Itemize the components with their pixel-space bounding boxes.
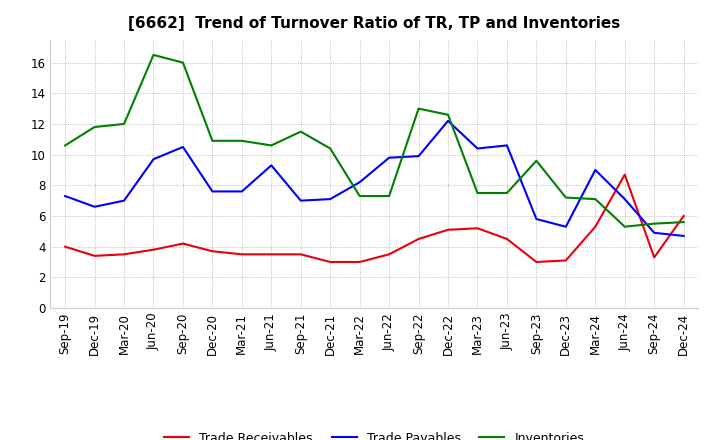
Trade Receivables [238,252,246,257]
Inventories [650,221,659,226]
Trade Payables [384,155,393,160]
Trade Receivables [384,252,393,257]
Line: Trade Receivables: Trade Receivables [65,175,684,262]
Trade Payables [414,154,423,159]
Trade Payables [650,230,659,235]
Trade Payables [90,204,99,209]
Trade Receivables [473,226,482,231]
Inventories [503,191,511,196]
Trade Receivables [532,259,541,264]
Trade Receivables [650,255,659,260]
Trade Receivables [60,244,69,249]
Inventories [562,195,570,200]
Trade Payables [179,144,187,150]
Inventories [444,112,452,117]
Trade Receivables [621,172,629,177]
Inventories [149,52,158,58]
Legend: Trade Receivables, Trade Payables, Inventories: Trade Receivables, Trade Payables, Inven… [159,427,590,440]
Trade Payables [444,118,452,124]
Trade Receivables [267,252,276,257]
Trade Payables [60,194,69,199]
Inventories [90,125,99,130]
Trade Receivables [562,258,570,263]
Trade Payables [562,224,570,229]
Trade Payables [149,157,158,162]
Trade Receivables [444,227,452,232]
Line: Trade Payables: Trade Payables [65,121,684,236]
Inventories [356,194,364,199]
Trade Payables [120,198,128,203]
Trade Receivables [591,224,600,229]
Trade Receivables [326,259,335,264]
Trade Payables [267,163,276,168]
Trade Payables [503,143,511,148]
Trade Payables [621,197,629,202]
Trade Payables [326,197,335,202]
Trade Payables [532,216,541,222]
Title: [6662]  Trend of Turnover Ratio of TR, TP and Inventories: [6662] Trend of Turnover Ratio of TR, TP… [128,16,621,32]
Trade Receivables [120,252,128,257]
Line: Inventories: Inventories [65,55,684,227]
Inventories [473,191,482,196]
Inventories [60,143,69,148]
Inventories [384,194,393,199]
Inventories [238,138,246,143]
Trade Receivables [414,236,423,242]
Trade Receivables [503,236,511,242]
Trade Payables [208,189,217,194]
Inventories [680,220,688,225]
Inventories [297,129,305,134]
Trade Receivables [297,252,305,257]
Trade Receivables [179,241,187,246]
Inventories [208,138,217,143]
Trade Receivables [149,247,158,253]
Inventories [414,106,423,111]
Trade Payables [591,167,600,172]
Inventories [267,143,276,148]
Trade Payables [238,189,246,194]
Trade Payables [297,198,305,203]
Inventories [120,121,128,127]
Inventories [532,158,541,163]
Trade Receivables [208,249,217,254]
Trade Payables [356,180,364,185]
Trade Receivables [356,259,364,264]
Inventories [621,224,629,229]
Trade Payables [473,146,482,151]
Inventories [591,197,600,202]
Inventories [179,60,187,65]
Trade Receivables [90,253,99,258]
Inventories [326,146,335,151]
Trade Receivables [680,213,688,219]
Trade Payables [680,233,688,238]
